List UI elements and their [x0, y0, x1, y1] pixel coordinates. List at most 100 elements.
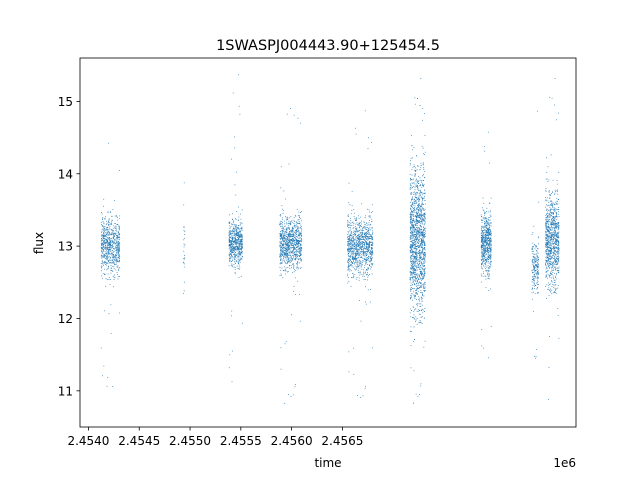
data-point — [414, 267, 416, 269]
data-point — [286, 230, 288, 232]
data-point — [232, 249, 233, 250]
data-point — [235, 250, 237, 252]
data-point — [413, 296, 415, 298]
data-point — [350, 235, 352, 236]
data-point — [364, 224, 366, 226]
data-point — [232, 230, 234, 232]
data-point — [183, 227, 185, 228]
data-point — [231, 243, 232, 244]
data-point — [286, 263, 288, 265]
data-point — [287, 233, 289, 235]
data-point — [417, 253, 419, 255]
data-point — [482, 242, 483, 244]
data-point — [419, 310, 421, 311]
data-point — [231, 249, 233, 251]
data-point — [282, 240, 284, 242]
data-point — [355, 219, 357, 221]
data-point — [230, 265, 232, 267]
data-point — [348, 257, 350, 259]
data-point — [483, 250, 485, 251]
data-point — [414, 275, 416, 277]
data-point — [353, 259, 355, 261]
data-point — [483, 237, 485, 239]
data-point — [358, 236, 360, 237]
data-point — [367, 272, 369, 274]
data-point — [362, 241, 363, 243]
data-point — [347, 237, 349, 239]
data-point — [353, 239, 355, 241]
data-point — [237, 254, 239, 256]
data-point — [415, 201, 417, 202]
data-point — [293, 240, 295, 242]
data-point — [417, 245, 419, 247]
data-point — [109, 245, 111, 247]
data-point — [281, 243, 283, 244]
data-point — [419, 229, 421, 230]
data-point — [347, 241, 349, 242]
data-point — [233, 249, 235, 251]
data-point — [416, 254, 418, 256]
data-point — [113, 242, 115, 243]
data-point — [415, 224, 417, 226]
data-point — [231, 213, 233, 215]
data-point — [110, 233, 112, 235]
data-point — [235, 242, 237, 244]
data-point — [291, 252, 293, 254]
data-point — [420, 286, 422, 287]
data-point — [482, 249, 484, 251]
data-point — [240, 276, 242, 277]
data-point — [351, 250, 353, 252]
data-point — [298, 214, 300, 216]
data-point — [424, 287, 425, 289]
data-point — [350, 250, 352, 252]
data-point — [238, 256, 240, 258]
data-point — [352, 257, 354, 259]
data-point — [355, 230, 357, 232]
data-point — [411, 225, 413, 227]
data-point — [423, 228, 425, 230]
data-point — [422, 275, 424, 277]
data-point — [410, 345, 412, 347]
data-point — [297, 227, 299, 229]
data-point — [409, 277, 411, 279]
data-point — [415, 193, 417, 194]
data-point — [369, 236, 371, 237]
data-point — [107, 242, 109, 244]
data-point — [104, 257, 106, 259]
data-point — [348, 266, 350, 267]
data-point — [289, 242, 291, 243]
data-point — [284, 270, 286, 272]
data-point — [283, 249, 285, 251]
data-point — [287, 244, 288, 246]
data-point — [356, 249, 358, 251]
data-point — [411, 240, 413, 242]
data-point — [366, 249, 368, 251]
data-point — [410, 221, 412, 223]
data-point — [366, 242, 368, 244]
data-point — [297, 280, 299, 282]
data-point — [106, 227, 108, 229]
data-point — [423, 183, 425, 185]
data-point — [358, 252, 360, 254]
data-point — [295, 230, 297, 232]
data-point — [354, 257, 356, 259]
data-point — [359, 262, 361, 264]
data-point — [424, 218, 426, 220]
data-point — [489, 203, 491, 205]
data-point — [107, 256, 109, 258]
data-point — [421, 263, 423, 265]
data-point — [351, 238, 352, 240]
data-point — [103, 246, 105, 248]
data-point — [356, 246, 358, 248]
data-point — [114, 222, 116, 224]
data-point — [417, 186, 418, 188]
data-point — [489, 241, 491, 243]
data-point — [236, 171, 237, 173]
data-point — [107, 233, 109, 235]
data-point — [411, 211, 413, 213]
data-point — [285, 248, 287, 250]
data-point — [370, 242, 372, 243]
data-point — [423, 162, 424, 164]
data-point — [420, 245, 422, 247]
